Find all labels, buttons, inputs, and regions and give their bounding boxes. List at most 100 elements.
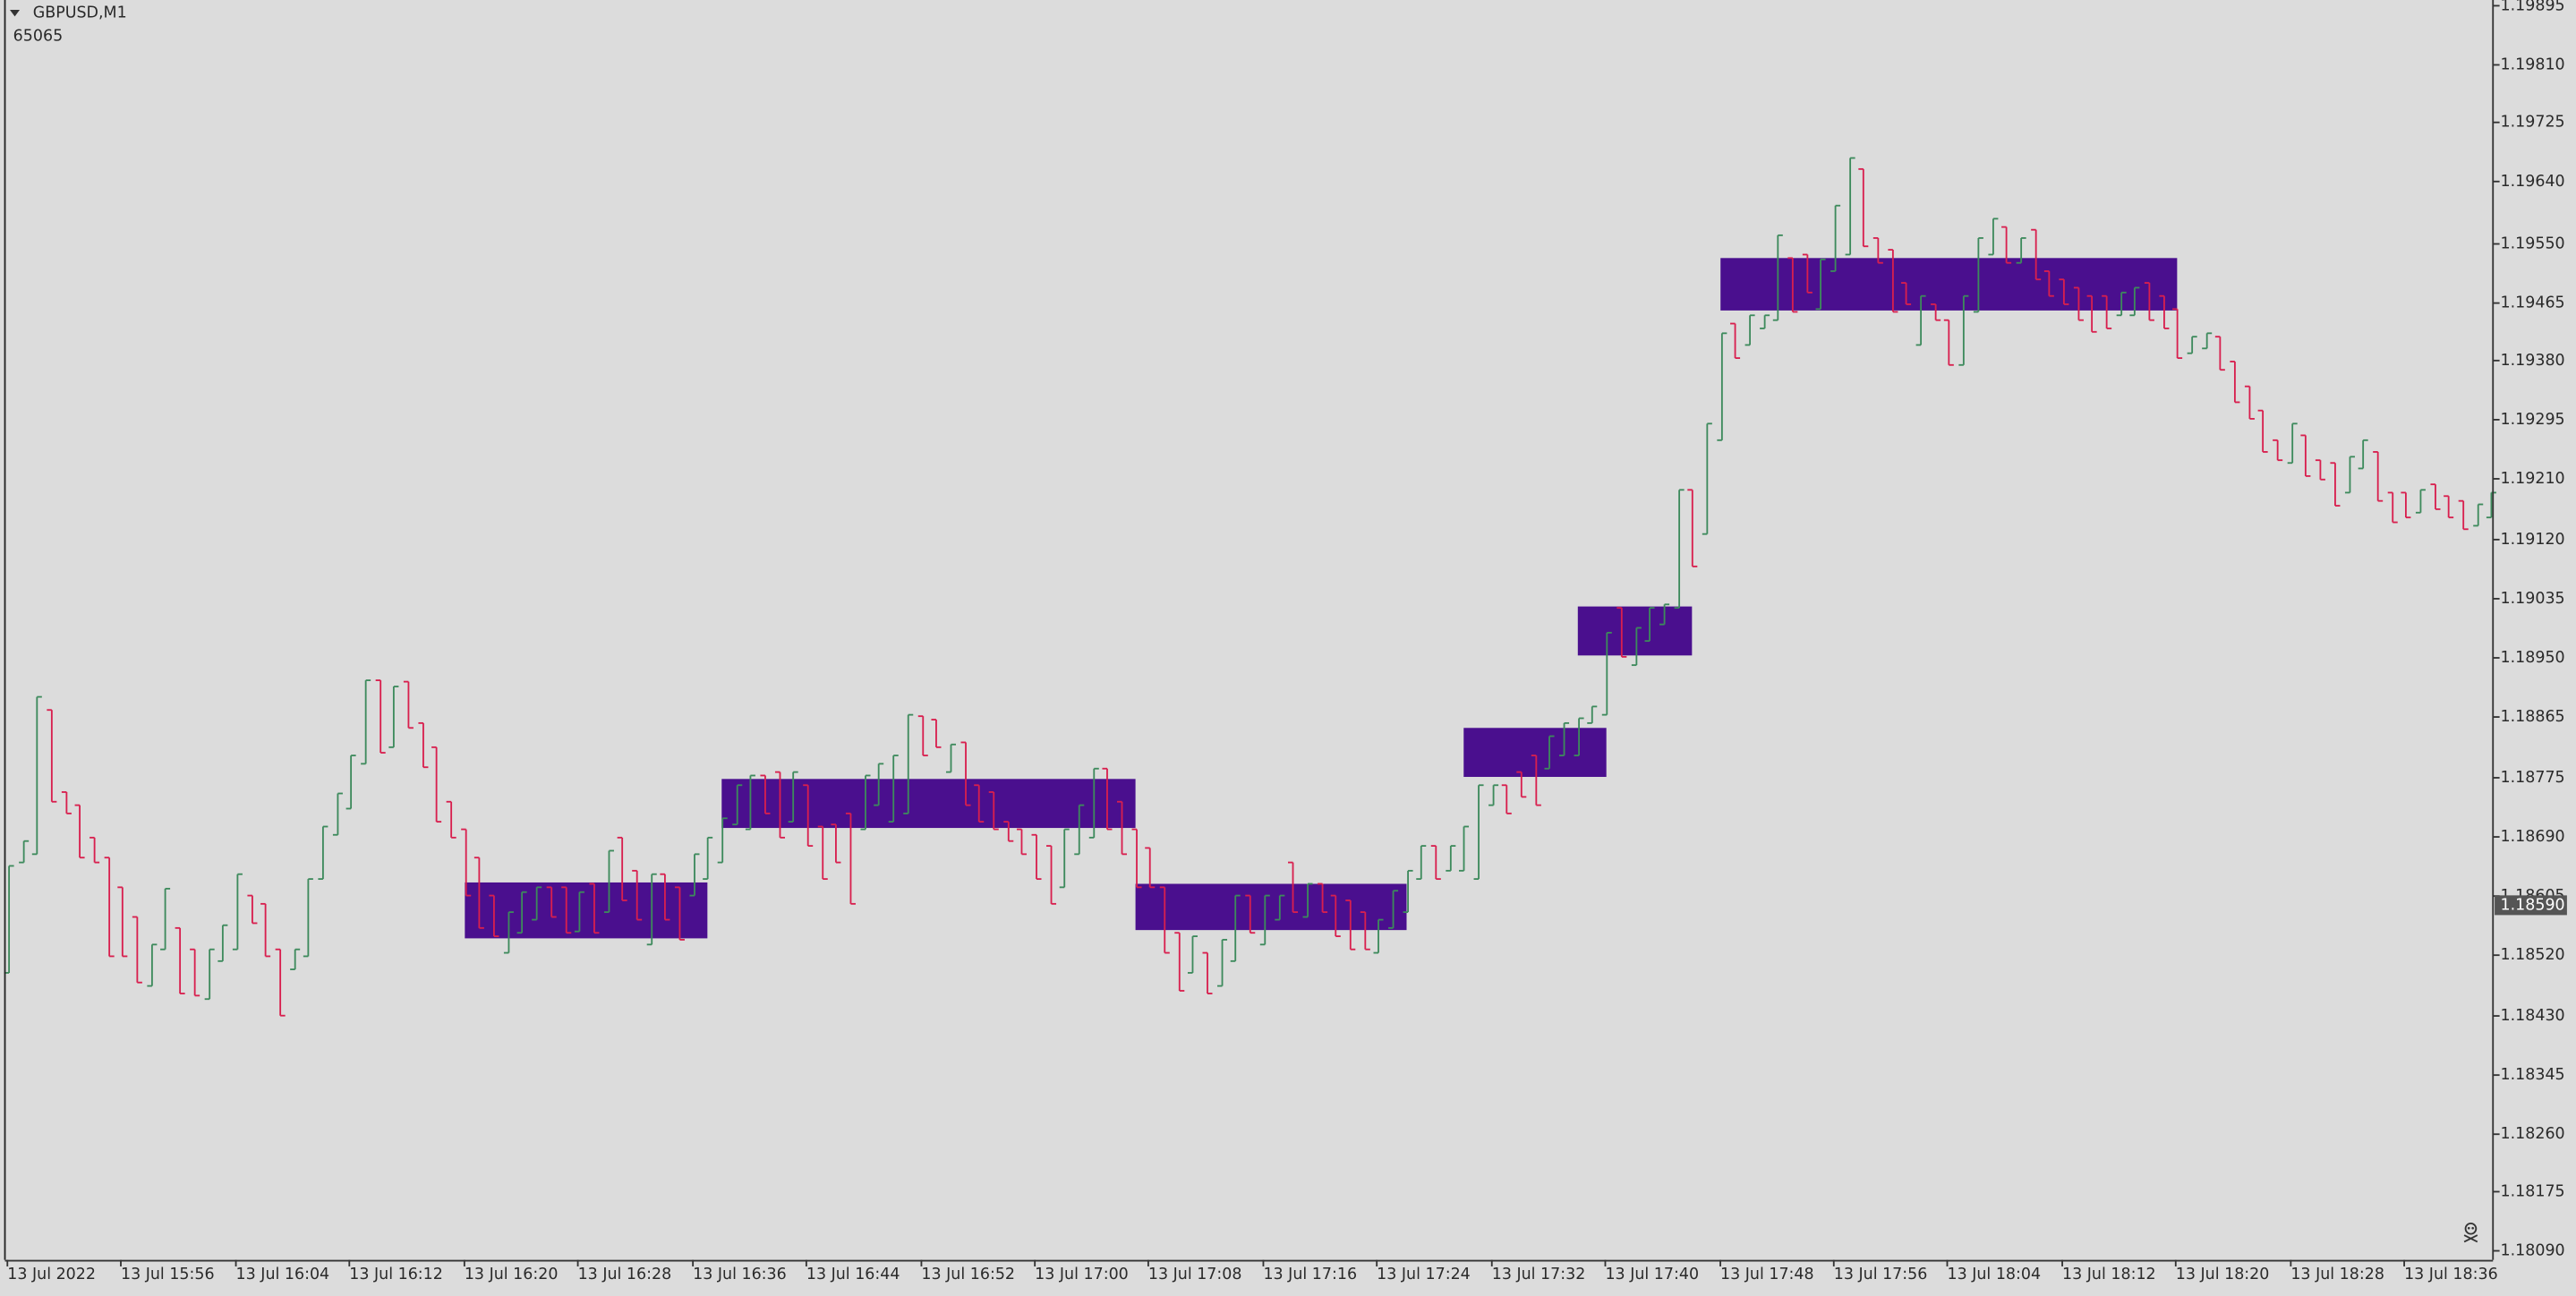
x-tick-label: 13 Jul 16:52 (921, 1266, 1015, 1283)
ohlc-bar (674, 886, 685, 941)
ohlc-bar (132, 916, 142, 984)
x-tick-label: 13 Jul 17:16 (1263, 1266, 1357, 1283)
ohlc-bar (2415, 489, 2426, 514)
ohlc-bar (831, 823, 841, 864)
ohlc-bar (845, 812, 856, 905)
ohlc-bar (1872, 237, 1883, 264)
ohlc-bar (2300, 434, 2311, 477)
ohlc-bar (1059, 828, 1070, 889)
ohlc-bar (1302, 882, 1313, 918)
ohlc-bar (2116, 291, 2127, 317)
last-price-label: 1.18590 (2501, 896, 2565, 914)
ohlc-bar (2172, 308, 2183, 360)
ohlc-bar (2187, 336, 2197, 354)
ohlc-bar (1174, 932, 1185, 992)
ohlc-bar (19, 840, 30, 864)
y-tick-label: 1.19640 (2501, 173, 2565, 191)
ohlc-bar (1772, 234, 1783, 321)
ohlc-bar (117, 886, 128, 958)
ohlc-bar (1159, 886, 1170, 954)
ohlc-bar (1003, 821, 1014, 842)
ohlc-bar (1016, 828, 1027, 856)
y-tick-label: 1.18520 (2501, 946, 2565, 964)
ohlc-bar (1202, 951, 1213, 994)
ohlc-bar (903, 713, 914, 814)
ohlc-bar (2230, 361, 2240, 404)
x-tick-label: 13 Jul 17:24 (1377, 1266, 1471, 1283)
ohlc-bar (1931, 303, 1941, 321)
ohlc-bar (1088, 767, 1099, 839)
ohlc-bar (1416, 845, 1427, 881)
collapse-icon[interactable] (10, 10, 21, 17)
ohlc-bar (632, 869, 643, 921)
ohlc-bar (1074, 804, 1085, 856)
ohlc-bar (1845, 157, 1855, 256)
ohlc-bar (1318, 882, 1328, 914)
ohlc-bar (945, 743, 957, 773)
x-tick-label: 13 Jul 16:20 (465, 1266, 559, 1283)
ohlc-bar (175, 926, 185, 994)
ohlc-bar (1473, 784, 1484, 881)
ohlc-bar (160, 887, 171, 951)
symbol-label: GBPUSD,M1 (33, 4, 127, 22)
ohlc-bar (1659, 603, 1670, 626)
ohlc-bar (2073, 286, 2084, 321)
ohlc-bar (503, 911, 514, 954)
y-tick-label: 1.19725 (2501, 114, 2565, 132)
ohlc-bar (1145, 847, 1156, 889)
ohlc-bar (1858, 167, 1869, 248)
ohlc-bar (2287, 422, 2298, 465)
ohlc-bar (646, 873, 657, 946)
bars (4, 157, 2496, 1017)
ohlc-bar (2144, 282, 2154, 321)
ohlc-bar (1674, 489, 1685, 610)
ohlc-bar (1760, 314, 1770, 329)
ohlc-bar (1488, 784, 1499, 806)
ohlc-bar (2202, 332, 2213, 350)
ohlc-bar (2001, 226, 2012, 264)
ohlc-bar (1531, 755, 1541, 806)
ohlc-bar (1430, 845, 1441, 881)
ohlc-bar (774, 771, 785, 839)
x-tick-label: 13 Jul 17:32 (1492, 1266, 1586, 1283)
ohlc-bar (1943, 319, 1954, 366)
ohlc-bar (860, 774, 871, 831)
ohlc-bar (1915, 294, 1926, 346)
ohlc-bar (960, 741, 971, 806)
ohlc-bar (2043, 270, 2054, 297)
x-tick-label: 13 Jul 16:12 (349, 1266, 443, 1283)
ohlc-bar (1288, 861, 1299, 914)
ohlc-bar (1631, 627, 1642, 667)
ohlc-bar (2430, 483, 2441, 510)
x-tick-label: 13 Jul 16:44 (806, 1266, 900, 1283)
ohlc-bar (2273, 439, 2283, 462)
ohlc-bar (473, 857, 484, 929)
x-tick-label: 13 Jul 17:00 (1035, 1266, 1129, 1283)
zone (1720, 258, 2178, 311)
ohlc-bar (1802, 253, 1813, 294)
ohlc-bar (2016, 237, 2026, 264)
ohlc-bar (446, 800, 456, 839)
ohlc-bar (290, 948, 301, 971)
y-tick-label: 1.18690 (2501, 828, 2565, 846)
ohlc-bar (1031, 833, 1042, 881)
ohlc-bar (2129, 286, 2140, 317)
ohlc-bar (61, 791, 72, 814)
ohlc-bar (90, 836, 100, 864)
ohlc-bar (1901, 282, 1912, 305)
ohlc-bar (1544, 735, 1555, 770)
x-tick-label: 13 Jul 16:28 (578, 1266, 672, 1283)
ohlc-bar (232, 873, 243, 951)
x-tick-label: 13 Jul 16:04 (236, 1266, 330, 1283)
ohlc-bar (1245, 894, 1256, 934)
ohlc-bar (1830, 204, 1841, 272)
skull-icon (2463, 1222, 2478, 1243)
ohlc-bar (375, 679, 386, 754)
ohlc-bar (388, 686, 399, 748)
ohlc-bar (1559, 721, 1570, 757)
y-tick-label: 1.18260 (2501, 1125, 2565, 1143)
ohlc-bar (345, 755, 356, 810)
ohlc-bar (1403, 869, 1413, 914)
ohlc-bar (1388, 890, 1399, 929)
